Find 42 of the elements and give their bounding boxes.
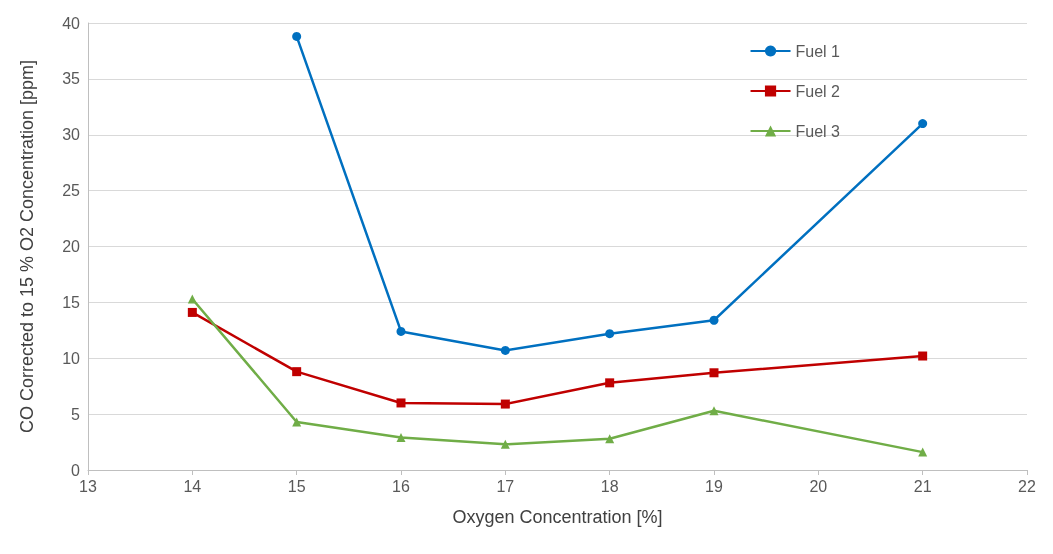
point xyxy=(187,294,197,304)
y-tick-label: 30 xyxy=(62,126,81,144)
y-tick-label: 15 xyxy=(62,293,81,311)
point xyxy=(918,447,928,457)
point xyxy=(292,31,302,41)
y-tick-label: 20 xyxy=(62,238,81,255)
x-tick-label: 22 xyxy=(1018,477,1036,495)
point xyxy=(605,329,615,339)
point xyxy=(605,378,615,388)
point xyxy=(500,439,510,449)
y-tick-label: 0 xyxy=(71,461,81,479)
x-tick-label: 21 xyxy=(913,477,932,495)
point xyxy=(709,368,719,378)
legend-label: Fuel 3 xyxy=(795,122,841,140)
legend-label: Fuel 2 xyxy=(795,82,841,100)
y-tick-label: 5 xyxy=(71,405,81,423)
y-axis-title: CO Corrected to 15 % O2 Concentration [ppm] xyxy=(17,59,37,434)
point xyxy=(709,406,719,416)
x-axis-title: Oxygen Concentration [%] xyxy=(452,507,663,527)
point xyxy=(187,307,197,317)
point xyxy=(500,345,510,355)
x-tick-label: 13 xyxy=(79,477,97,495)
x-tick-label: 19 xyxy=(705,477,723,495)
y-tick-label: 40 xyxy=(62,14,81,32)
point xyxy=(292,367,302,377)
point xyxy=(918,351,928,361)
y-tick-label: 10 xyxy=(62,349,81,367)
legend-label: Fuel 1 xyxy=(795,42,841,60)
point xyxy=(396,398,406,408)
y-tick-label: 35 xyxy=(62,70,81,88)
x-tick-label: 16 xyxy=(392,477,410,495)
point xyxy=(918,119,928,129)
point xyxy=(396,433,406,443)
x-tick-label: 20 xyxy=(809,477,828,495)
x-tick-label: 17 xyxy=(496,477,515,495)
point xyxy=(500,399,510,409)
x-tick-label: 18 xyxy=(600,477,619,495)
point xyxy=(396,326,406,336)
x-tick-label: 15 xyxy=(287,477,306,495)
point xyxy=(709,315,719,325)
y-tick-label: 25 xyxy=(62,182,81,200)
x-tick-label: 14 xyxy=(183,477,202,495)
